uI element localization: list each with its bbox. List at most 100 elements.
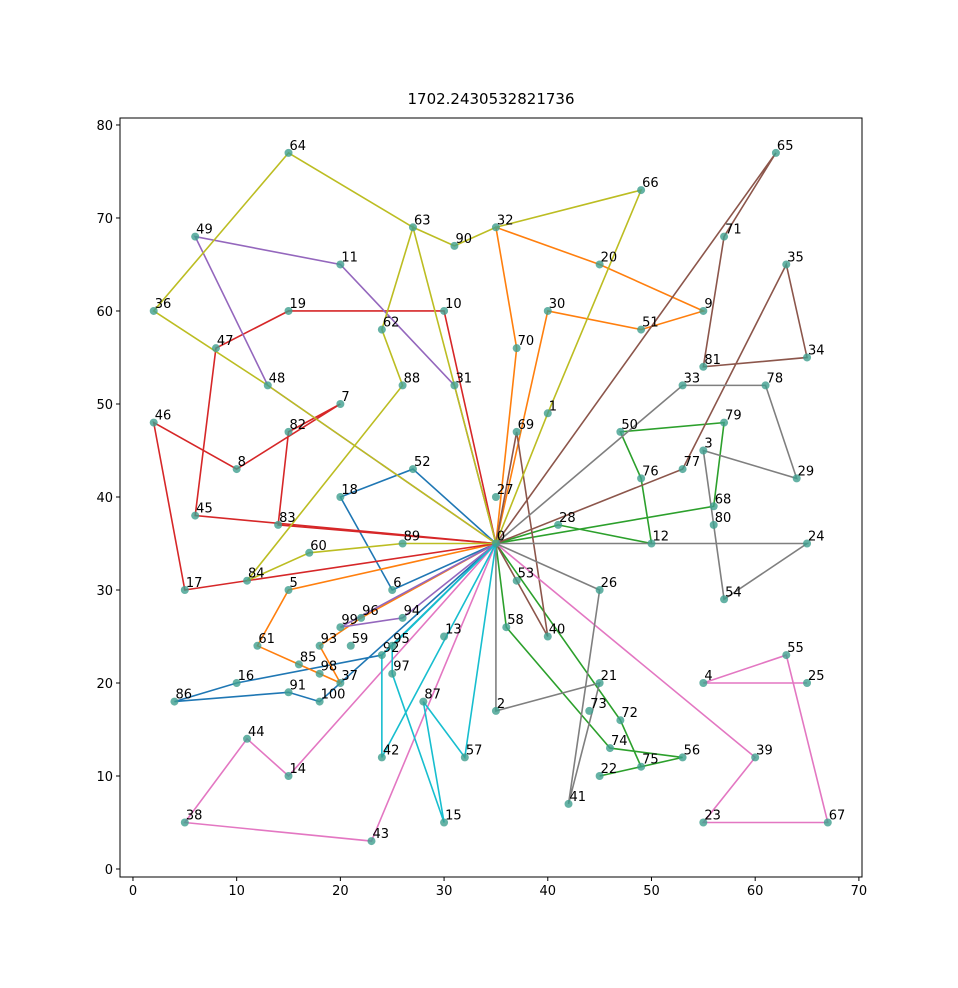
x-tick-label: 0 [129, 884, 137, 899]
node [284, 688, 293, 697]
node [699, 818, 708, 827]
node-label: 90 [455, 232, 472, 247]
node-label: 28 [559, 511, 576, 526]
node [595, 585, 604, 594]
node-label: 62 [383, 316, 400, 331]
route-line [339, 542, 497, 628]
node [543, 409, 552, 418]
node-label: 93 [321, 632, 338, 647]
node-label: 80 [715, 511, 732, 526]
x-tick-label: 30 [436, 884, 453, 899]
node-label: 2 [497, 697, 505, 712]
node [191, 511, 200, 520]
route-line [183, 542, 497, 842]
node [180, 818, 189, 827]
node [823, 818, 832, 827]
node-label: 86 [175, 688, 192, 703]
node [637, 186, 646, 195]
node-label: 44 [248, 725, 265, 740]
node [243, 576, 252, 585]
node-label: 22 [601, 762, 618, 777]
node [512, 344, 521, 353]
node [782, 651, 791, 660]
node [512, 427, 521, 436]
node [388, 585, 397, 594]
node-label: 95 [393, 632, 410, 647]
node-label: 64 [290, 139, 307, 154]
y-tick-label: 30 [96, 584, 113, 599]
node-label: 60 [310, 539, 327, 554]
node-label: 74 [611, 734, 628, 749]
node-label: 46 [155, 409, 172, 424]
node [367, 837, 376, 846]
node [388, 641, 397, 650]
node [803, 353, 812, 362]
node [284, 306, 293, 315]
node-label: 27 [497, 483, 514, 498]
node [709, 502, 718, 511]
node-label: 36 [155, 297, 172, 312]
y-tick-label: 20 [96, 677, 113, 692]
node-label: 15 [445, 809, 462, 824]
node [502, 623, 511, 632]
node-label: 97 [393, 660, 410, 675]
node-label: 99 [341, 613, 358, 628]
node [699, 362, 708, 371]
node-label: 50 [621, 418, 638, 433]
node [709, 520, 718, 529]
node [305, 548, 314, 557]
node [294, 660, 303, 669]
node [678, 381, 687, 390]
node [585, 706, 594, 715]
node-label: 88 [404, 371, 421, 386]
node-label: 16 [238, 669, 255, 684]
node [460, 753, 469, 762]
node [191, 232, 200, 241]
node [284, 427, 293, 436]
route-line [495, 421, 725, 545]
node [720, 595, 729, 604]
node-label: 59 [352, 632, 369, 647]
node [398, 539, 407, 548]
node [606, 744, 614, 753]
node [284, 771, 293, 780]
node [491, 706, 500, 715]
route-line [495, 431, 549, 637]
node [336, 399, 345, 408]
node [398, 613, 407, 622]
node [637, 474, 646, 483]
node-label: 83 [279, 511, 296, 526]
node-label: 66 [642, 176, 659, 191]
node-label: 19 [290, 297, 307, 312]
node-label: 8 [238, 455, 246, 470]
node [408, 465, 417, 474]
route-line [381, 542, 497, 758]
node [699, 678, 708, 687]
node-label: 53 [518, 567, 535, 582]
route-line [495, 542, 601, 805]
node [792, 474, 801, 483]
node [554, 520, 563, 529]
x-tick-label: 50 [643, 884, 660, 899]
node-label: 9 [704, 297, 712, 312]
node [180, 585, 189, 594]
node-label: 98 [321, 660, 338, 675]
y-tick-label: 0 [105, 863, 113, 878]
node [440, 306, 449, 315]
node [720, 232, 729, 241]
node [419, 697, 428, 706]
node [440, 632, 449, 641]
node [595, 771, 604, 780]
node [253, 641, 262, 650]
node-label: 81 [704, 353, 721, 368]
y-tick-label: 60 [96, 305, 113, 320]
x-tick-label: 20 [332, 884, 349, 899]
node [336, 260, 345, 269]
y-tick-label: 80 [96, 119, 113, 134]
node-label: 12 [652, 529, 669, 544]
node-label: 52 [414, 455, 431, 470]
node-label: 48 [269, 371, 286, 386]
route-line [494, 226, 706, 544]
node [315, 697, 324, 706]
